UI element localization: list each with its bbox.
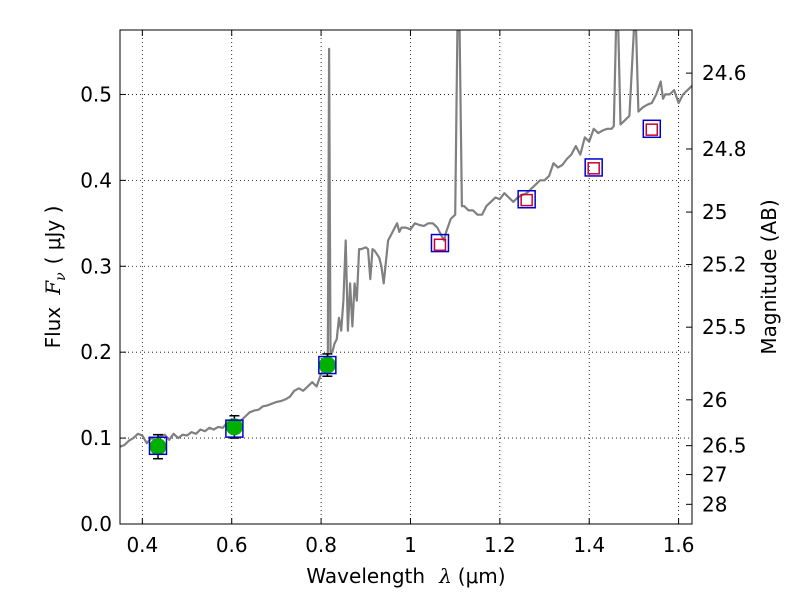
observed-point [149, 438, 167, 456]
y-tick-label: 0.5 [80, 82, 112, 106]
model-photometry-square [318, 355, 337, 375]
model-photometry-square [430, 233, 450, 253]
y-tick-label: 0.2 [80, 340, 112, 364]
model-photometry-square [584, 158, 603, 177]
y2-tick-label: 25.5 [702, 315, 747, 339]
y2-tick-label: 27 [702, 463, 727, 487]
predicted-photometry-square [520, 193, 533, 207]
y-tick-label: 0.3 [80, 254, 112, 278]
y2-tick-label: 26.5 [702, 434, 747, 458]
y2-tick-label: 28 [702, 492, 727, 516]
observed-point [225, 418, 243, 436]
predicted-photometry-square [587, 162, 600, 175]
y-tick-label: 0.1 [80, 426, 112, 450]
y-axis-title: FluxFν( μJy ) [41, 206, 69, 349]
y-tick-label: 0.4 [80, 168, 112, 192]
model-photometry-square [642, 119, 662, 139]
y2-tick-label: 26 [702, 388, 727, 412]
plot-background [120, 30, 692, 524]
y2-tick-label: 24.8 [702, 137, 747, 161]
model-photometry-square [517, 189, 536, 209]
x-axis-title: Wavelength λ (μm) [306, 564, 505, 588]
predicted-photometry-square [433, 238, 447, 252]
x-tick-label: 1.4 [573, 533, 605, 557]
x-tick-label: 0.4 [126, 533, 158, 557]
plot-frame [119, 29, 693, 525]
x-tick-label: 0.6 [216, 533, 248, 557]
predicted-photometry-square [645, 123, 659, 136]
x-tick-label: 1.2 [484, 533, 516, 557]
axis-ticks: 0.4 0.6 0.8 1 1.2 1.4 1.6 0.0 0.1 0.2 0.3 0.4 0.5 24.… [80, 30, 747, 557]
model-photometry-square [225, 419, 244, 438]
y2-tick-label: 25.2 [702, 253, 747, 277]
x-tick-label: 0.8 [305, 533, 337, 557]
y2-tick-label: 24.6 [702, 61, 747, 85]
x-tick-label: 1.6 [663, 533, 695, 557]
plot-area [120, 30, 692, 460]
y-tick-label: 0.0 [80, 512, 112, 536]
y2-axis-title: Magnitude (AB) [757, 199, 781, 354]
model-photometry-square [148, 436, 168, 456]
x-tick-label: 1 [404, 533, 417, 557]
observed-point [318, 356, 336, 374]
y2-tick-label: 25 [702, 200, 727, 224]
